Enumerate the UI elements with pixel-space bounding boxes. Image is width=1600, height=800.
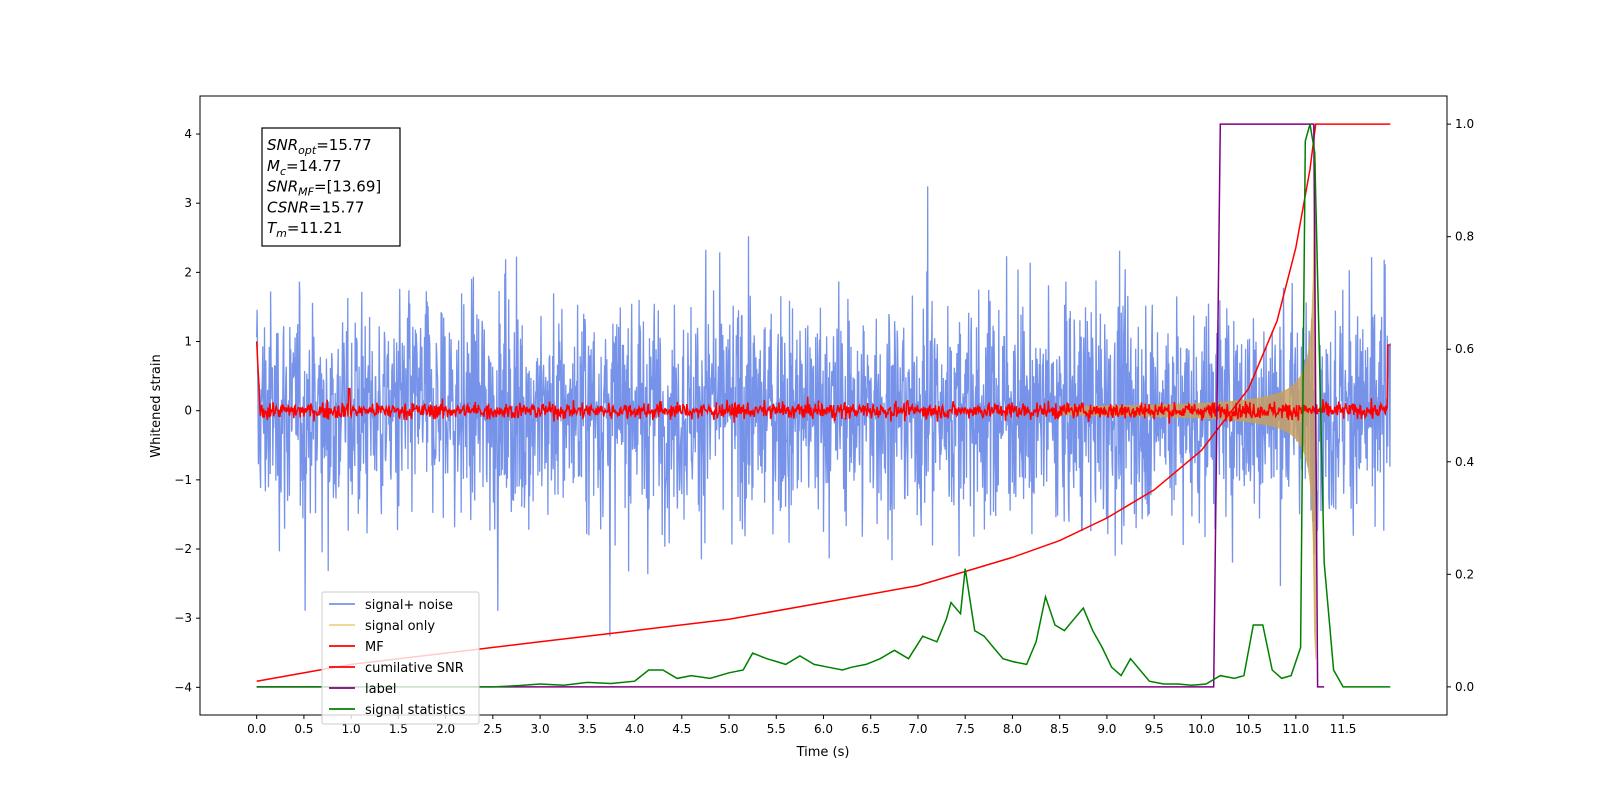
x-axis-label: Time (s) [796, 745, 850, 760]
annotation-frame [261, 127, 401, 247]
legend-label: signal+ noise [365, 598, 453, 613]
y-tick-label: 3 [184, 196, 192, 210]
x-tick-label: 8.0 [1003, 722, 1022, 736]
series-cumulative-snr [256, 123, 1391, 682]
x-tick-label: 11.5 [1330, 722, 1357, 736]
annotation-box: SNRopt=15.77Mc=14.77SNRMF=[13.69]CSNR=15… [261, 127, 401, 247]
series-signal-noise [256, 186, 1391, 637]
x-tick-label: 4.5 [672, 722, 691, 736]
x-tick-label: 1.5 [389, 722, 408, 736]
y-axis-label: Whitened strain [149, 354, 164, 457]
y-tick-label: 0 [184, 404, 192, 418]
y-tick-label: 1 [184, 335, 192, 349]
legend-label: label [365, 682, 396, 697]
y-right-tick-label: 0.0 [1455, 680, 1474, 694]
x-tick-label: 2.0 [436, 722, 455, 736]
y-right-tick-label: 0.2 [1455, 567, 1474, 581]
x-tick-label: 8.5 [1050, 722, 1069, 736]
x-tick-label: 10.0 [1188, 722, 1215, 736]
x-tick-label: 1.0 [342, 722, 361, 736]
annotation-line: SNRMF=[13.69] [267, 178, 381, 199]
legend: signal+ noise signal only MF cumilative SNR… [321, 591, 480, 725]
y-right-tick-label: 0.6 [1455, 342, 1474, 356]
series-mf [255, 341, 1391, 424]
annotation-line: Tm=11.21 [267, 219, 342, 240]
x-tick-label: 9.0 [1097, 722, 1116, 736]
y-tick-label: −3 [174, 611, 192, 625]
legend-label: MF [365, 640, 384, 655]
series-signal-statistics [256, 123, 1391, 688]
x-tick-label: 3.0 [531, 722, 550, 736]
x-tick-label: 6.0 [814, 722, 833, 736]
x-tick-label: 0.5 [294, 722, 313, 736]
y-right-tick-label: 0.4 [1455, 455, 1474, 469]
x-tick-label: 6.5 [861, 722, 880, 736]
axes-layer: 0.0 0.5 1.0 1.5 2.0 2.5 3.0 3.5 4.0 4.5 5.0 5.5 6.0 6… [174, 117, 1474, 736]
series-layer [255, 123, 1391, 688]
legend-label: cumilative SNR [365, 661, 464, 676]
legend-frame [321, 591, 480, 725]
y-right-tick-label: 0.8 [1455, 230, 1474, 244]
series-label [256, 123, 1325, 688]
annotation-line: SNRopt=15.77 [267, 136, 372, 157]
x-tick-label: 9.5 [1145, 722, 1164, 736]
y-tick-label: −1 [174, 473, 192, 487]
x-tick-label: 5.5 [767, 722, 786, 736]
x-tick-label: 3.5 [578, 722, 597, 736]
x-tick-label: 2.5 [483, 722, 502, 736]
legend-label: signal only [365, 619, 435, 634]
y-right-tick-label: 1.0 [1455, 117, 1474, 131]
y-tick-label: −2 [174, 542, 192, 556]
annotation-line: Mc=14.77 [267, 157, 342, 178]
y-tick-label: −4 [174, 680, 192, 694]
y-tick-label: 2 [184, 265, 192, 279]
y-tick-label: 4 [184, 127, 192, 141]
x-tick-label: 10.5 [1235, 722, 1262, 736]
x-tick-label: 11.0 [1282, 722, 1309, 736]
x-tick-label: 5.0 [719, 722, 738, 736]
x-tick-label: 0.0 [247, 722, 266, 736]
annotation-line: CSNR=15.77 [267, 198, 364, 216]
x-tick-label: 7.0 [908, 722, 927, 736]
x-tick-label: 7.5 [956, 722, 975, 736]
x-tick-label: 4.0 [625, 722, 644, 736]
legend-label: signal statistics [365, 703, 466, 718]
